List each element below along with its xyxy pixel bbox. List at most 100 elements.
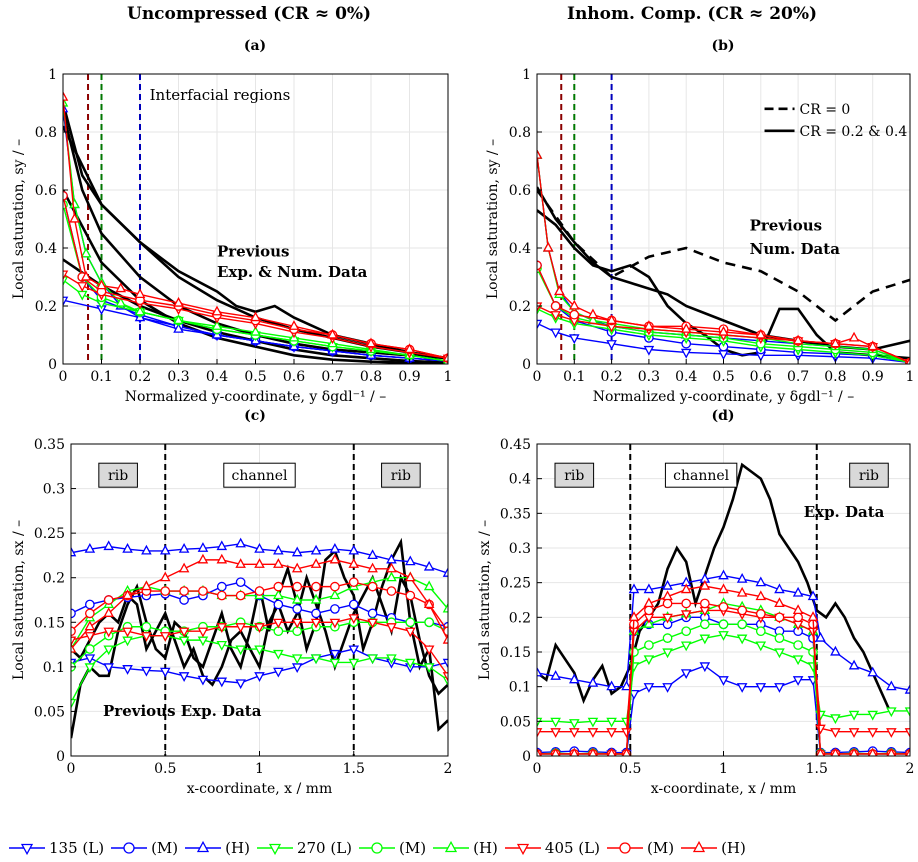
data-point: [115, 296, 127, 307]
x-tick-label: 0.5: [244, 369, 266, 385]
data-point: [886, 747, 896, 756]
data-point: [793, 612, 803, 623]
y-tick-label: 0.4: [509, 472, 531, 488]
x-axis-label: Normalized y-coordinate, y δgdl⁻¹ / –: [125, 389, 386, 405]
data-point: [699, 598, 710, 609]
data-point: [367, 654, 378, 665]
y-axis-label: Local saturation, sx / –: [477, 520, 493, 680]
legend-label: 405 (L): [544, 839, 600, 857]
y-tick-label: 0: [56, 749, 65, 765]
data-point: [442, 658, 448, 669]
data-point: [830, 728, 841, 738]
data-point: [569, 728, 580, 738]
data-point: [371, 842, 383, 854]
legend-label: 135 (L): [49, 839, 105, 857]
y-tick-label: 1: [48, 67, 57, 83]
region-label: channel: [673, 468, 730, 484]
data-point: [80, 247, 92, 258]
legend-label: (H): [473, 839, 498, 857]
legend-swatch: [504, 843, 541, 856]
data-point: [273, 599, 284, 610]
data-point: [681, 598, 692, 609]
data-point: [830, 747, 840, 756]
data-point: [905, 356, 910, 364]
x-axis-label: x-coordinate, x / mm: [187, 781, 332, 797]
data-point: [288, 320, 300, 330]
data-point: [662, 613, 673, 624]
figure-legend: 135 (L) (M) (H) 270 (L) (M) (H) 405 (L) (M) (H): [8, 836, 912, 860]
data-point: [329, 649, 341, 660]
inner-legend: CR = 0 CR = 0.2 & 0.4: [764, 102, 907, 140]
data-point: [386, 586, 397, 596]
data-point: [662, 648, 673, 659]
data-point: [141, 621, 152, 632]
annotation: Exp. & Num. Data: [217, 263, 368, 281]
data-point: [235, 645, 246, 656]
data-point: [405, 658, 416, 669]
data-point: [550, 328, 561, 339]
data-point: [291, 593, 303, 604]
legend-swatch: [185, 840, 222, 853]
data-point: [537, 747, 542, 756]
data-point: [235, 558, 246, 568]
y-tick-label: 0.2: [509, 610, 531, 626]
data-point: [867, 340, 878, 351]
data-point: [273, 667, 284, 678]
legend-label: (H): [225, 839, 250, 857]
data-point: [273, 618, 284, 629]
legend-item: (H): [432, 839, 498, 857]
data-point: [905, 747, 910, 756]
data-point: [216, 677, 228, 688]
data-point: [755, 626, 766, 637]
x-tick-label: 0.6: [283, 369, 305, 385]
data-point: [327, 328, 338, 339]
data-point: [330, 604, 340, 614]
data-point: [587, 717, 599, 728]
y-tick-label: 0: [522, 357, 531, 373]
data-point: [848, 331, 860, 342]
data-point: [365, 337, 377, 348]
data-point: [643, 683, 655, 693]
x-tick-label: 0: [59, 369, 68, 385]
data-point: [273, 558, 284, 568]
x-tick-label: 0.3: [638, 369, 660, 385]
x-tick-label: 1: [719, 761, 728, 777]
data-point: [310, 654, 322, 665]
x-tick-label: 0.5: [712, 369, 734, 385]
data-point: [867, 710, 878, 721]
y-tick-label: 0.8: [509, 125, 531, 141]
data-point: [71, 698, 77, 709]
data-point: [367, 562, 378, 573]
y-tick-label: 0.45: [500, 437, 531, 453]
data-point: [537, 728, 543, 738]
data-point: [141, 632, 152, 642]
data-point: [807, 590, 819, 601]
legend-label: (M): [646, 839, 675, 857]
data-point: [423, 663, 435, 674]
x-tick-label: 0.2: [600, 369, 622, 385]
data-point: [867, 728, 878, 738]
data-point: [569, 747, 579, 756]
data-point: [904, 707, 910, 718]
data-point: [736, 586, 748, 597]
data-point: [160, 586, 171, 596]
data-point: [886, 680, 897, 691]
rib-box: [98, 462, 138, 488]
data-point: [621, 728, 632, 738]
data-point: [405, 590, 416, 601]
data-point: [291, 562, 303, 573]
x-tick-label: 0.4: [206, 369, 228, 385]
data-point: [755, 683, 767, 693]
data-point: [644, 640, 654, 650]
data-point: [867, 666, 878, 677]
data-point: [404, 343, 415, 354]
data-point: [273, 581, 284, 592]
x-axis-label: x-coordinate, x / mm: [651, 781, 796, 797]
data-point: [830, 714, 841, 725]
data-point: [268, 843, 282, 856]
data-point: [736, 683, 748, 693]
x-tick-label: 2: [444, 761, 453, 777]
data-point: [774, 612, 785, 623]
data-point: [755, 576, 767, 587]
data-point: [405, 617, 416, 628]
